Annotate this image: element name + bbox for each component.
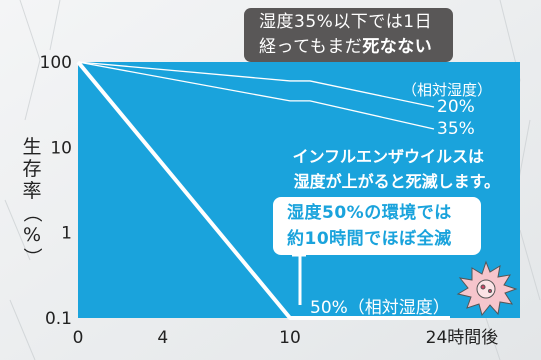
series-label-35: 35% <box>437 119 475 139</box>
series-label-50: 50%（相対湿度） <box>310 298 450 318</box>
series-header: （相対湿度） <box>402 81 493 99</box>
series-line-1 <box>77 61 435 108</box>
callout-top-line2b: 死なない <box>362 37 433 57</box>
note-line2: 湿度が上がると死滅します。 <box>293 172 500 191</box>
series-line-2 <box>77 61 435 130</box>
callout-low-humidity: 湿度35%以下では1日 経ってもまだ死なない <box>244 8 453 62</box>
series-line-3 <box>76 60 450 320</box>
x-tick-label: 0 <box>73 328 84 348</box>
y-axis-label: 生存率 （%） <box>21 136 43 267</box>
series-label-20: 20% <box>437 97 475 117</box>
y-tick-label: 0.1 <box>45 309 72 329</box>
y-tick-label: 100 <box>40 53 72 73</box>
virus-icon <box>456 260 518 316</box>
note-line1: インフルエンザウイルスは <box>292 147 484 166</box>
x-tick-label: 4 <box>157 328 168 348</box>
callout-top-line2a: 経ってもまだ <box>259 37 363 57</box>
callout-mid-line1: 湿度50%の環境では <box>287 203 452 223</box>
callout-top-line1: 湿度35%以下では1日 <box>259 12 433 32</box>
y-tick-label: 1 <box>61 224 72 244</box>
x-tick-label-last: 24時間後 <box>426 328 499 348</box>
x-tick-label: 10 <box>279 328 301 348</box>
y-tick-label: 10 <box>50 138 72 158</box>
callout-mid-line2: 約10時間でほぼ全滅 <box>287 229 452 249</box>
annotation-note: インフルエンザウイルスは 湿度が上がると死滅します。 <box>280 144 500 194</box>
callout-high-humidity: 湿度50%の環境では 約10時間でほぼ全滅 <box>273 197 481 255</box>
callout-pointer <box>292 253 306 305</box>
